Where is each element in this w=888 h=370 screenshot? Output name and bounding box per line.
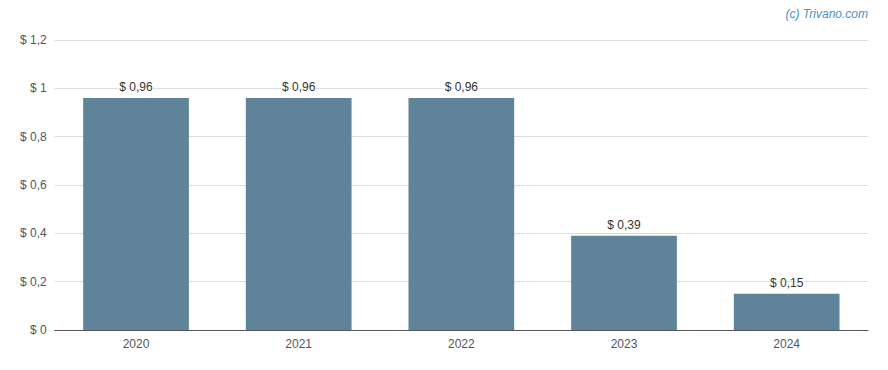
svg-text:$ 0,96: $ 0,96 xyxy=(119,80,153,94)
svg-text:$ 0: $ 0 xyxy=(30,323,47,337)
svg-text:$ 0,15: $ 0,15 xyxy=(770,276,804,290)
svg-text:$ 0,2: $ 0,2 xyxy=(20,275,47,289)
svg-text:$ 0,96: $ 0,96 xyxy=(282,80,316,94)
svg-text:$ 0,4: $ 0,4 xyxy=(20,226,47,240)
svg-text:(c) Trivano.com: (c) Trivano.com xyxy=(786,7,868,21)
svg-text:$ 1,2: $ 1,2 xyxy=(20,33,47,47)
svg-text:$ 0,6: $ 0,6 xyxy=(20,178,47,192)
svg-text:2020: 2020 xyxy=(123,337,150,351)
svg-text:2022: 2022 xyxy=(448,337,475,351)
svg-text:2024: 2024 xyxy=(773,337,800,351)
svg-text:$ 1: $ 1 xyxy=(30,81,47,95)
svg-text:$ 0,96: $ 0,96 xyxy=(445,80,479,94)
svg-text:2023: 2023 xyxy=(611,337,638,351)
svg-text:2021: 2021 xyxy=(285,337,312,351)
svg-text:$ 0,39: $ 0,39 xyxy=(607,218,641,232)
svg-text:$ 0,8: $ 0,8 xyxy=(20,130,47,144)
